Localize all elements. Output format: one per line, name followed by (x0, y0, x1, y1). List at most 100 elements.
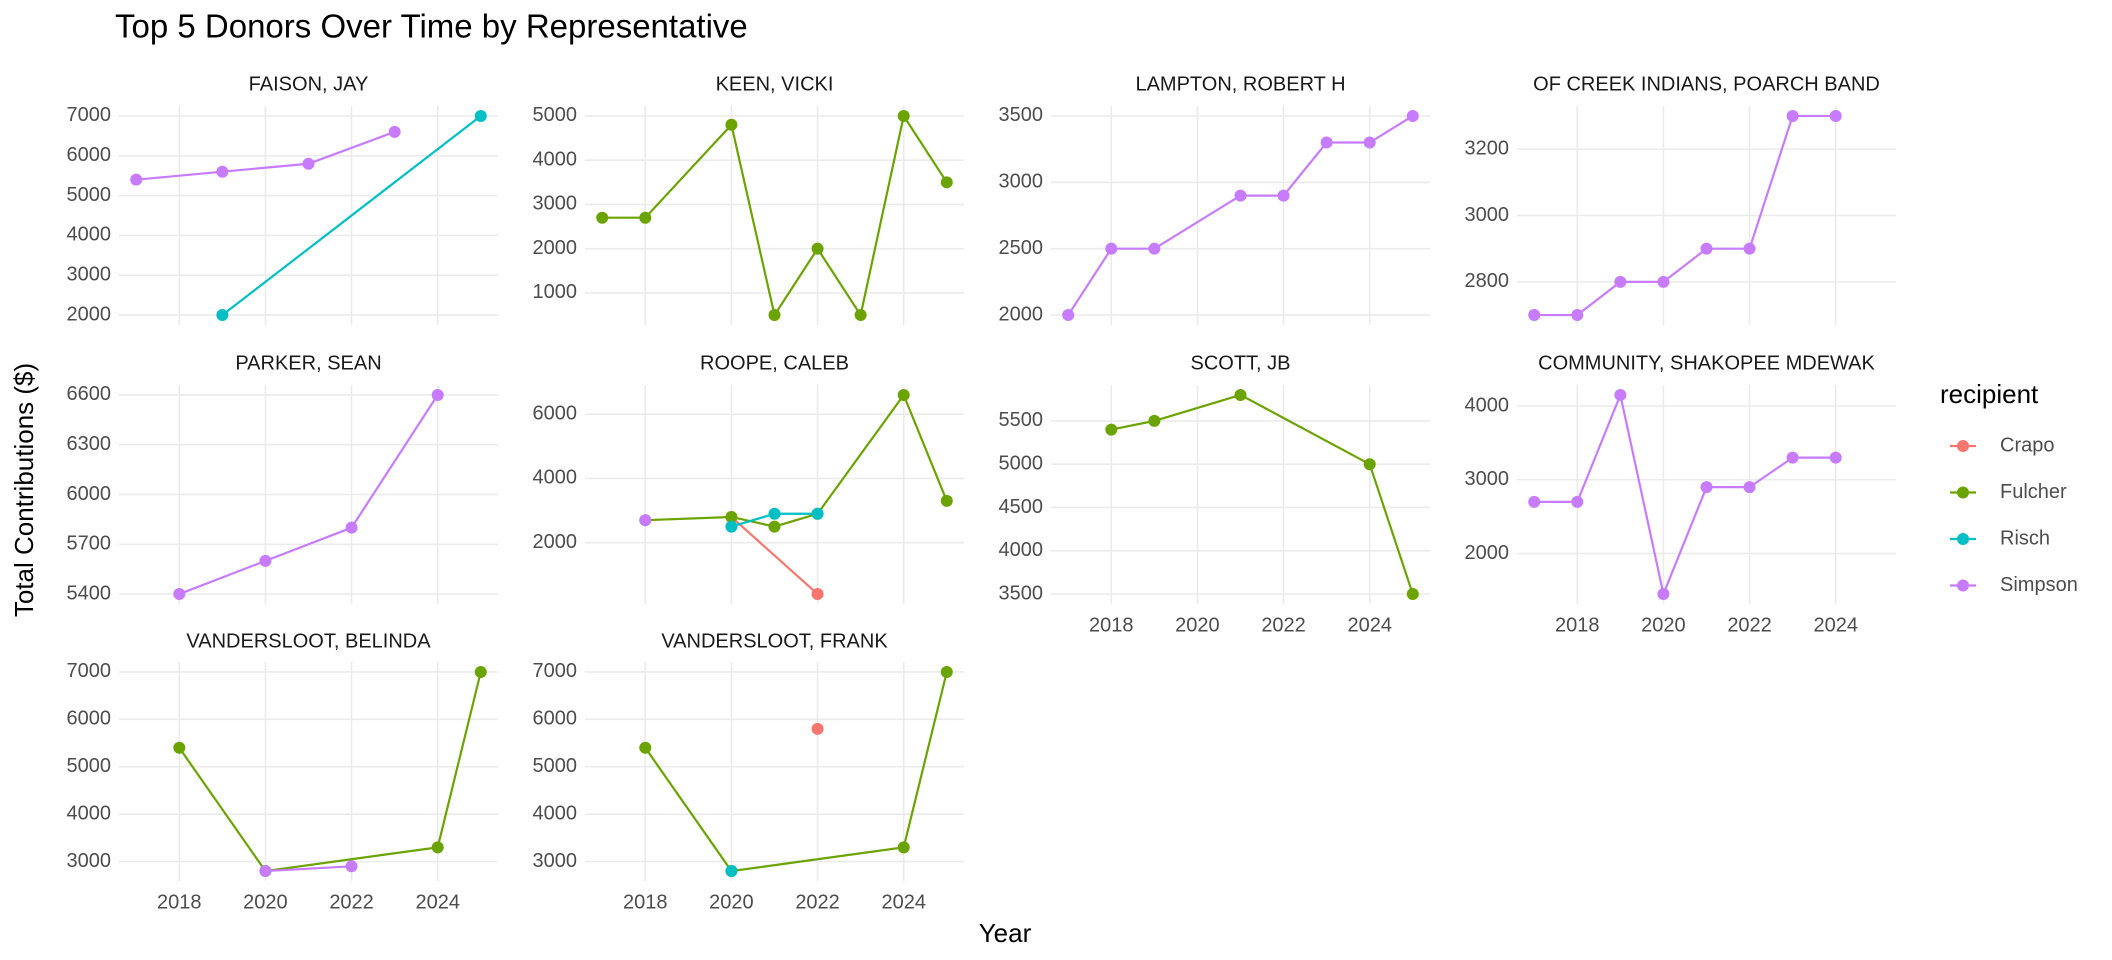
data-point (173, 588, 186, 601)
plot-area (1528, 388, 1842, 601)
data-point (1743, 242, 1756, 255)
data-point (725, 865, 738, 878)
y-tick-label: 3500 (999, 104, 1044, 126)
x-tick-label: 2018 (157, 891, 202, 913)
data-point (1363, 136, 1376, 149)
y-tick-label: 4000 (67, 802, 112, 824)
data-point (1234, 189, 1247, 202)
panel-title: OF CREEK INDIANS, POARCH BAND (1533, 73, 1880, 95)
x-tick-label: 2022 (1727, 614, 1772, 636)
series-line (602, 113, 948, 318)
data-point (1786, 109, 1799, 122)
data-point (768, 507, 781, 520)
data-point (897, 109, 910, 122)
plot-area (1062, 109, 1419, 322)
plot-area (596, 109, 953, 322)
y-tick-label: 3000 (533, 850, 578, 872)
series-line (645, 392, 948, 528)
y-tick-label: 3200 (1465, 137, 1510, 159)
x-tick-label: 2020 (1175, 614, 1220, 636)
y-tick-label: 3000 (999, 171, 1044, 193)
y-tick-label: 4000 (999, 539, 1044, 561)
data-point (811, 242, 824, 255)
series-line (1067, 115, 1414, 316)
panel-title: SCOTT, JB (1190, 352, 1290, 374)
y-tick-label: 2000 (999, 303, 1044, 325)
plot-area (173, 665, 487, 878)
data-point (173, 741, 186, 754)
data-point (1614, 388, 1627, 401)
y-tick-label: 4000 (1465, 394, 1510, 416)
y-tick-label: 2000 (533, 237, 578, 259)
data-point (1062, 309, 1075, 322)
y-tick-label: 5500 (999, 409, 1044, 431)
y-tick-label: 4000 (533, 467, 578, 489)
data-point (1363, 458, 1376, 471)
y-tick-label: 6000 (67, 483, 112, 505)
data-point (725, 118, 738, 131)
y-tick-label: 6000 (67, 708, 112, 730)
plot-area (639, 665, 953, 878)
x-tick-label: 2024 (415, 891, 460, 913)
data-point (639, 514, 652, 527)
x-tick-label: 2018 (623, 891, 668, 913)
y-tick-label: 3500 (999, 582, 1044, 604)
x-tick-label: 2020 (709, 891, 754, 913)
data-point (1700, 481, 1713, 494)
data-point (1277, 189, 1290, 202)
data-point (725, 520, 738, 533)
plot-area (1528, 109, 1842, 322)
data-point (1614, 275, 1627, 288)
data-point (854, 309, 867, 322)
y-tick-label: 5000 (533, 755, 578, 777)
data-point (1406, 109, 1419, 122)
legend-label: Fulcher (2000, 481, 2067, 503)
y-tick-label: 7000 (67, 660, 112, 682)
chart-title: Top 5 Donors Over Time by Representative (115, 8, 748, 45)
y-tick-label: 4000 (533, 148, 578, 170)
plot-area (130, 109, 487, 322)
data-point (1148, 414, 1161, 427)
data-point (1657, 275, 1670, 288)
x-tick-label: 2024 (881, 891, 926, 913)
data-point (1105, 242, 1118, 255)
x-tick-label: 2022 (329, 891, 374, 913)
y-tick-label: 3000 (533, 193, 578, 215)
y-tick-label: 6000 (533, 403, 578, 425)
y-tick-label: 6300 (67, 433, 112, 455)
panel-title: VANDERSLOOT, FRANK (661, 630, 888, 652)
legend-label: Crapo (2000, 434, 2054, 456)
data-point (388, 125, 401, 138)
data-point (259, 865, 272, 878)
plot-area (1105, 388, 1419, 601)
y-tick-label: 5000 (533, 104, 578, 126)
series-line (136, 130, 396, 181)
data-point (431, 841, 444, 854)
panel-title: COMMUNITY, SHAKOPEE MDEWAK (1538, 352, 1875, 374)
y-tick-label: 3000 (67, 264, 112, 286)
x-tick-label: 2022 (1261, 614, 1306, 636)
data-point (639, 211, 652, 224)
plot-area (173, 388, 444, 601)
data-point (1320, 136, 1333, 149)
data-point (1657, 588, 1670, 601)
data-point (1528, 495, 1541, 508)
series-line (221, 115, 482, 316)
data-point (1829, 109, 1842, 122)
series-line (644, 671, 948, 873)
legend-marker (1957, 579, 1969, 592)
y-tick-label: 4000 (67, 224, 112, 246)
data-point (474, 109, 487, 122)
data-point (1528, 309, 1541, 322)
data-point (1105, 423, 1118, 436)
data-point (130, 173, 143, 186)
data-point (940, 176, 953, 189)
y-tick-label: 4500 (999, 496, 1044, 518)
x-tick-label: 2024 (1813, 614, 1858, 636)
x-axis-title: Year (979, 918, 1032, 948)
data-point (768, 520, 781, 533)
x-tick-label: 2022 (795, 891, 840, 913)
x-tick-label: 2024 (1347, 614, 1392, 636)
series-line (265, 865, 352, 873)
x-tick-label: 2020 (243, 891, 288, 913)
